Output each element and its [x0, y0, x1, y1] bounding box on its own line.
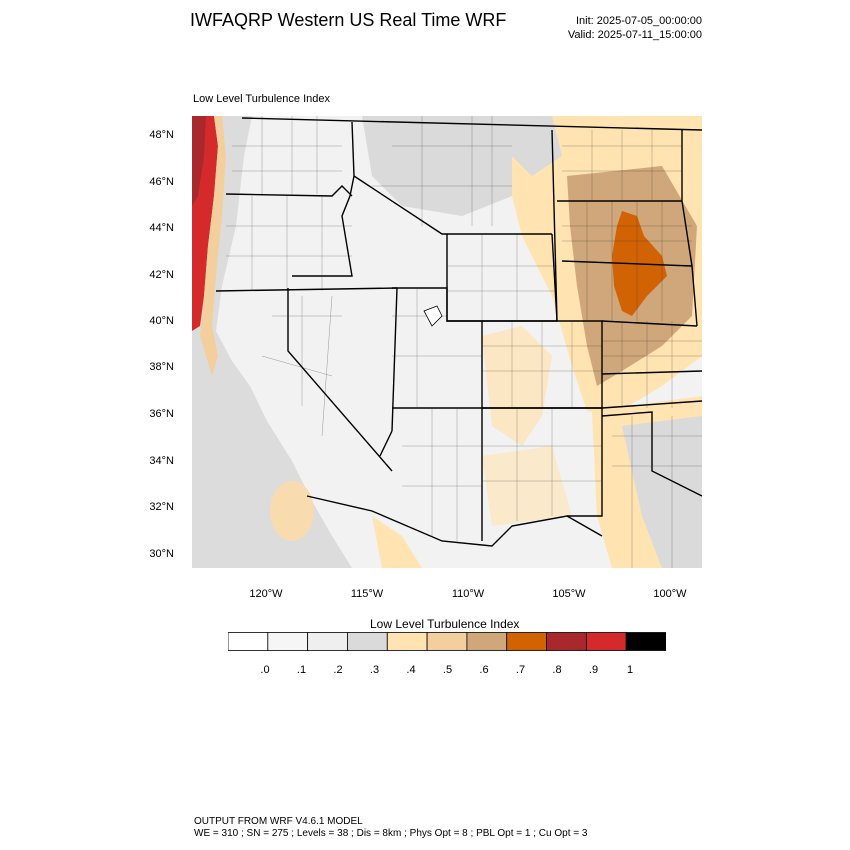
- colorbar-swatch: [625, 632, 666, 651]
- lat-label: 42°N: [149, 269, 174, 281]
- colorbar-tick-label: .6: [479, 664, 489, 676]
- colorbar-swatch: [228, 632, 269, 651]
- lat-label: 38°N: [149, 361, 174, 373]
- colorbar-swatch: [267, 632, 309, 651]
- colorbar-tick-label: .4: [406, 664, 416, 676]
- lat-label: 44°N: [149, 222, 174, 234]
- northern-rockies-index: [362, 116, 512, 216]
- lat-label: 32°N: [149, 501, 174, 513]
- lat-label: 46°N: [149, 176, 174, 188]
- colorbar-tick-label: .0: [260, 664, 270, 676]
- model-footer: OUTPUT FROM WRF V4.6.1 MODEL WE = 310 ; …: [194, 816, 587, 840]
- colorbar-swatch: [506, 632, 547, 651]
- colorbar-tick-label: .3: [369, 664, 380, 676]
- lon-label: 110°W: [451, 588, 485, 600]
- colorbar-tick-label: .5: [442, 664, 453, 676]
- lon-label: 120°W: [249, 588, 283, 600]
- lat-label: 48°N: [149, 129, 174, 141]
- montana-index: [512, 116, 562, 176]
- map-title: IWFAQRP Western US Real Time WRF: [190, 10, 507, 30]
- lat-label: 40°N: [149, 315, 174, 327]
- colorbar-tick-label: .1: [296, 664, 307, 676]
- ocean-blob: [270, 481, 314, 541]
- lon-label: 105°W: [552, 588, 586, 600]
- lon-label: 100°W: [653, 588, 687, 600]
- footer-line-1: OUTPUT FROM WRF V4.6.1 MODEL: [194, 816, 363, 827]
- field-subtitle: Low Level Turbulence Index: [193, 93, 330, 105]
- colorbar-tick-label: .9: [588, 664, 599, 676]
- valid-time: Valid: 2025-07-11_15:00:00: [567, 29, 702, 41]
- colorbar-swatch: [546, 632, 587, 651]
- init-time: Init: 2025-07-05_00:00:00: [576, 15, 702, 27]
- turbulence-map: [192, 116, 702, 568]
- colorbar-swatch: [386, 632, 428, 651]
- sonora-index: [372, 516, 422, 568]
- colorbar-swatch: [347, 632, 388, 651]
- colorbar-swatch: [585, 632, 627, 651]
- colorbar-title: Low Level Turbulence Index: [370, 617, 520, 631]
- ocean-area: [192, 116, 352, 568]
- county-borders: [226, 116, 702, 568]
- new-mexico-index: [482, 446, 572, 526]
- lat-label: 36°N: [149, 408, 174, 420]
- colorbar-tick-label: .2: [333, 664, 343, 676]
- colorbar-swatch: [426, 632, 468, 651]
- footer-line-2: WE = 310 ; SN = 275 ; Levels = 38 ; Dis …: [194, 828, 588, 839]
- great-salt-lake: [423, 305, 443, 327]
- colorbar: [228, 632, 666, 651]
- colorbar-tick-label: .8: [552, 664, 562, 676]
- coastal-mid-index: [200, 116, 226, 376]
- colorbar-tick-label: .7: [515, 664, 526, 676]
- init-valid-times: Init: 2025-07-05_00:00:00 Valid: 2025-07…: [568, 14, 702, 42]
- state-borders: [215, 117, 702, 547]
- colorado-index: [482, 326, 552, 446]
- lon-label: 115°W: [350, 588, 384, 600]
- southern-low-index: [622, 416, 702, 568]
- colorbar-tick-label: 1: [626, 664, 634, 676]
- coastal-peak-index: [192, 116, 206, 206]
- lat-label: 34°N: [149, 455, 174, 467]
- colorbar-swatch: [466, 632, 508, 651]
- lat-label: 30°N: [149, 548, 174, 560]
- colorbar-swatch: [307, 632, 348, 651]
